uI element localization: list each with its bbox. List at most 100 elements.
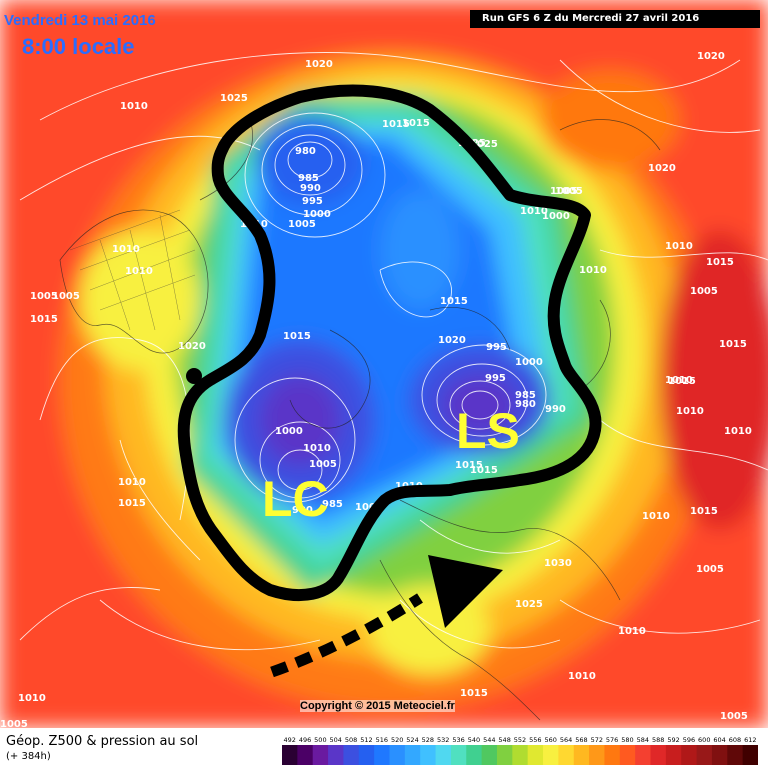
legend-swatch: [527, 745, 544, 765]
pressure-label: 995: [302, 196, 323, 207]
legend-swatch: [420, 745, 437, 765]
field-title: Géop. Z500 & pression au sol: [6, 734, 199, 749]
legend-tick-label: 548: [498, 736, 510, 744]
air-mass-boundary: [177, 84, 602, 601]
legend-tick-label: 540: [468, 736, 480, 744]
pressure-label: 1015: [30, 314, 58, 325]
pressure-label: 1000: [303, 209, 331, 220]
pressure-label: 1000: [355, 502, 383, 513]
legend-tick-label: 584: [637, 736, 649, 744]
legend-swatch: [681, 745, 698, 765]
pressure-label: 1020: [305, 59, 333, 70]
pressure-label: 1010: [112, 244, 140, 255]
legend-swatch: [727, 745, 744, 765]
pressure-label: 1015: [460, 688, 488, 699]
legend-tick-label: 588: [652, 736, 664, 744]
political-borders: [69, 209, 196, 331]
pressure-label: 1005: [555, 186, 583, 197]
pressure-label: 1015: [455, 460, 483, 471]
legend-swatch: [512, 745, 529, 765]
copyright: Copyright © 2015 Meteociel.fr: [300, 700, 455, 712]
legend-swatch: [404, 745, 421, 765]
pressure-label: 1010: [665, 241, 693, 252]
flow-arrow-shaft: [270, 593, 423, 678]
pressure-label: 1015: [402, 118, 430, 129]
pressure-label: 1010: [303, 443, 331, 454]
legend-swatch: [604, 745, 621, 765]
pressure-label: 1010: [520, 206, 548, 217]
legend-tick-label: 500: [314, 736, 326, 744]
legend-tick-label: 492: [283, 736, 295, 744]
pressure-label: 1025: [220, 93, 248, 104]
legend-tick-label: 496: [299, 736, 311, 744]
geopotential-field: [0, 0, 768, 728]
pressure-label: 1020: [178, 341, 206, 352]
legend-swatch: [619, 745, 636, 765]
pressure-label: 1005: [30, 291, 58, 302]
coastlines: [59, 119, 661, 721]
legend-swatch: [558, 745, 575, 765]
legend-tick-label: 596: [683, 736, 695, 744]
pressure-label: 1005: [52, 291, 80, 302]
legend-swatch: [358, 745, 375, 765]
pressure-label: 1000: [275, 426, 303, 437]
legend-swatch: [312, 745, 329, 765]
legend-tick-label: 592: [667, 736, 679, 744]
pressure-label: 995: [486, 342, 507, 353]
pressure-label: 1005: [720, 711, 748, 722]
pressure-label: 1010: [665, 375, 693, 386]
legend-tick-label: 516: [376, 736, 388, 744]
pressure-label: 1020: [697, 51, 725, 62]
pressure-label: 1025: [470, 139, 498, 150]
legend-swatch: [297, 745, 314, 765]
pressure-label: 1010: [118, 477, 146, 488]
legend-tick-label: 576: [606, 736, 618, 744]
pressure-label: 1015: [706, 257, 734, 268]
legend-swatch: [589, 745, 605, 765]
pressure-label: 1015: [719, 339, 747, 350]
legend-tick-label: 524: [406, 736, 418, 744]
pressure-label: 980: [515, 399, 536, 410]
pressure-labels: 1010 1020 1025 1015 985 990 995 1000 1005 1010 980…: [0, 51, 752, 728]
flow-arrow-head: [428, 555, 503, 628]
forecast-hours: (+ 384h): [6, 751, 51, 762]
legend-tick-label: 544: [483, 736, 495, 744]
legend-tick-label: 608: [729, 736, 741, 744]
legend-swatch: [343, 745, 360, 765]
legend-swatch: [496, 745, 513, 765]
pressure-label: 1010: [568, 671, 596, 682]
legend-swatch: [665, 745, 682, 765]
pressure-label: 1015: [470, 465, 498, 476]
legend-tick-label: 504: [330, 736, 342, 744]
pressure-label: 1010: [18, 693, 46, 704]
pressure-label: 1015: [283, 331, 311, 342]
legend-swatch: [650, 745, 667, 765]
pressure-label: 985: [298, 173, 319, 184]
forecast-date: Vendredi 13 mai 2016: [4, 12, 156, 29]
legend-swatch: [711, 745, 728, 765]
legend-tick-label: 556: [529, 736, 541, 744]
pressure-label: 1005: [0, 719, 28, 728]
pressure-label: 1025: [515, 599, 543, 610]
pressure-label: 1010: [120, 101, 148, 112]
legend-swatch: [435, 745, 452, 765]
legend-swatch: [742, 745, 758, 765]
pressure-label: 990: [292, 505, 313, 516]
pressure-label: 985: [322, 499, 343, 510]
legend-tick-label: 564: [560, 736, 572, 744]
legend-tick-label: 536: [452, 736, 464, 744]
legend-swatch: [696, 745, 713, 765]
boundary-dot: [186, 368, 202, 384]
pressure-label: 1015: [690, 506, 718, 517]
pressure-label: 1015: [440, 296, 468, 307]
pressure-label: 1010: [618, 626, 646, 637]
pressure-label: 1010: [676, 406, 704, 417]
pressure-label: 1005: [696, 564, 724, 575]
weather-map: 1010 1020 1025 1015 985 990 995 1000 1005 1010 980…: [0, 0, 768, 728]
legend-tick-label: 600: [698, 736, 710, 744]
low-label-lc: LC: [262, 471, 329, 527]
legend-swatch: [635, 745, 652, 765]
pressure-label: 1005: [309, 459, 337, 470]
legend-swatch: [282, 745, 298, 765]
pressure-label: 1010: [125, 266, 153, 277]
